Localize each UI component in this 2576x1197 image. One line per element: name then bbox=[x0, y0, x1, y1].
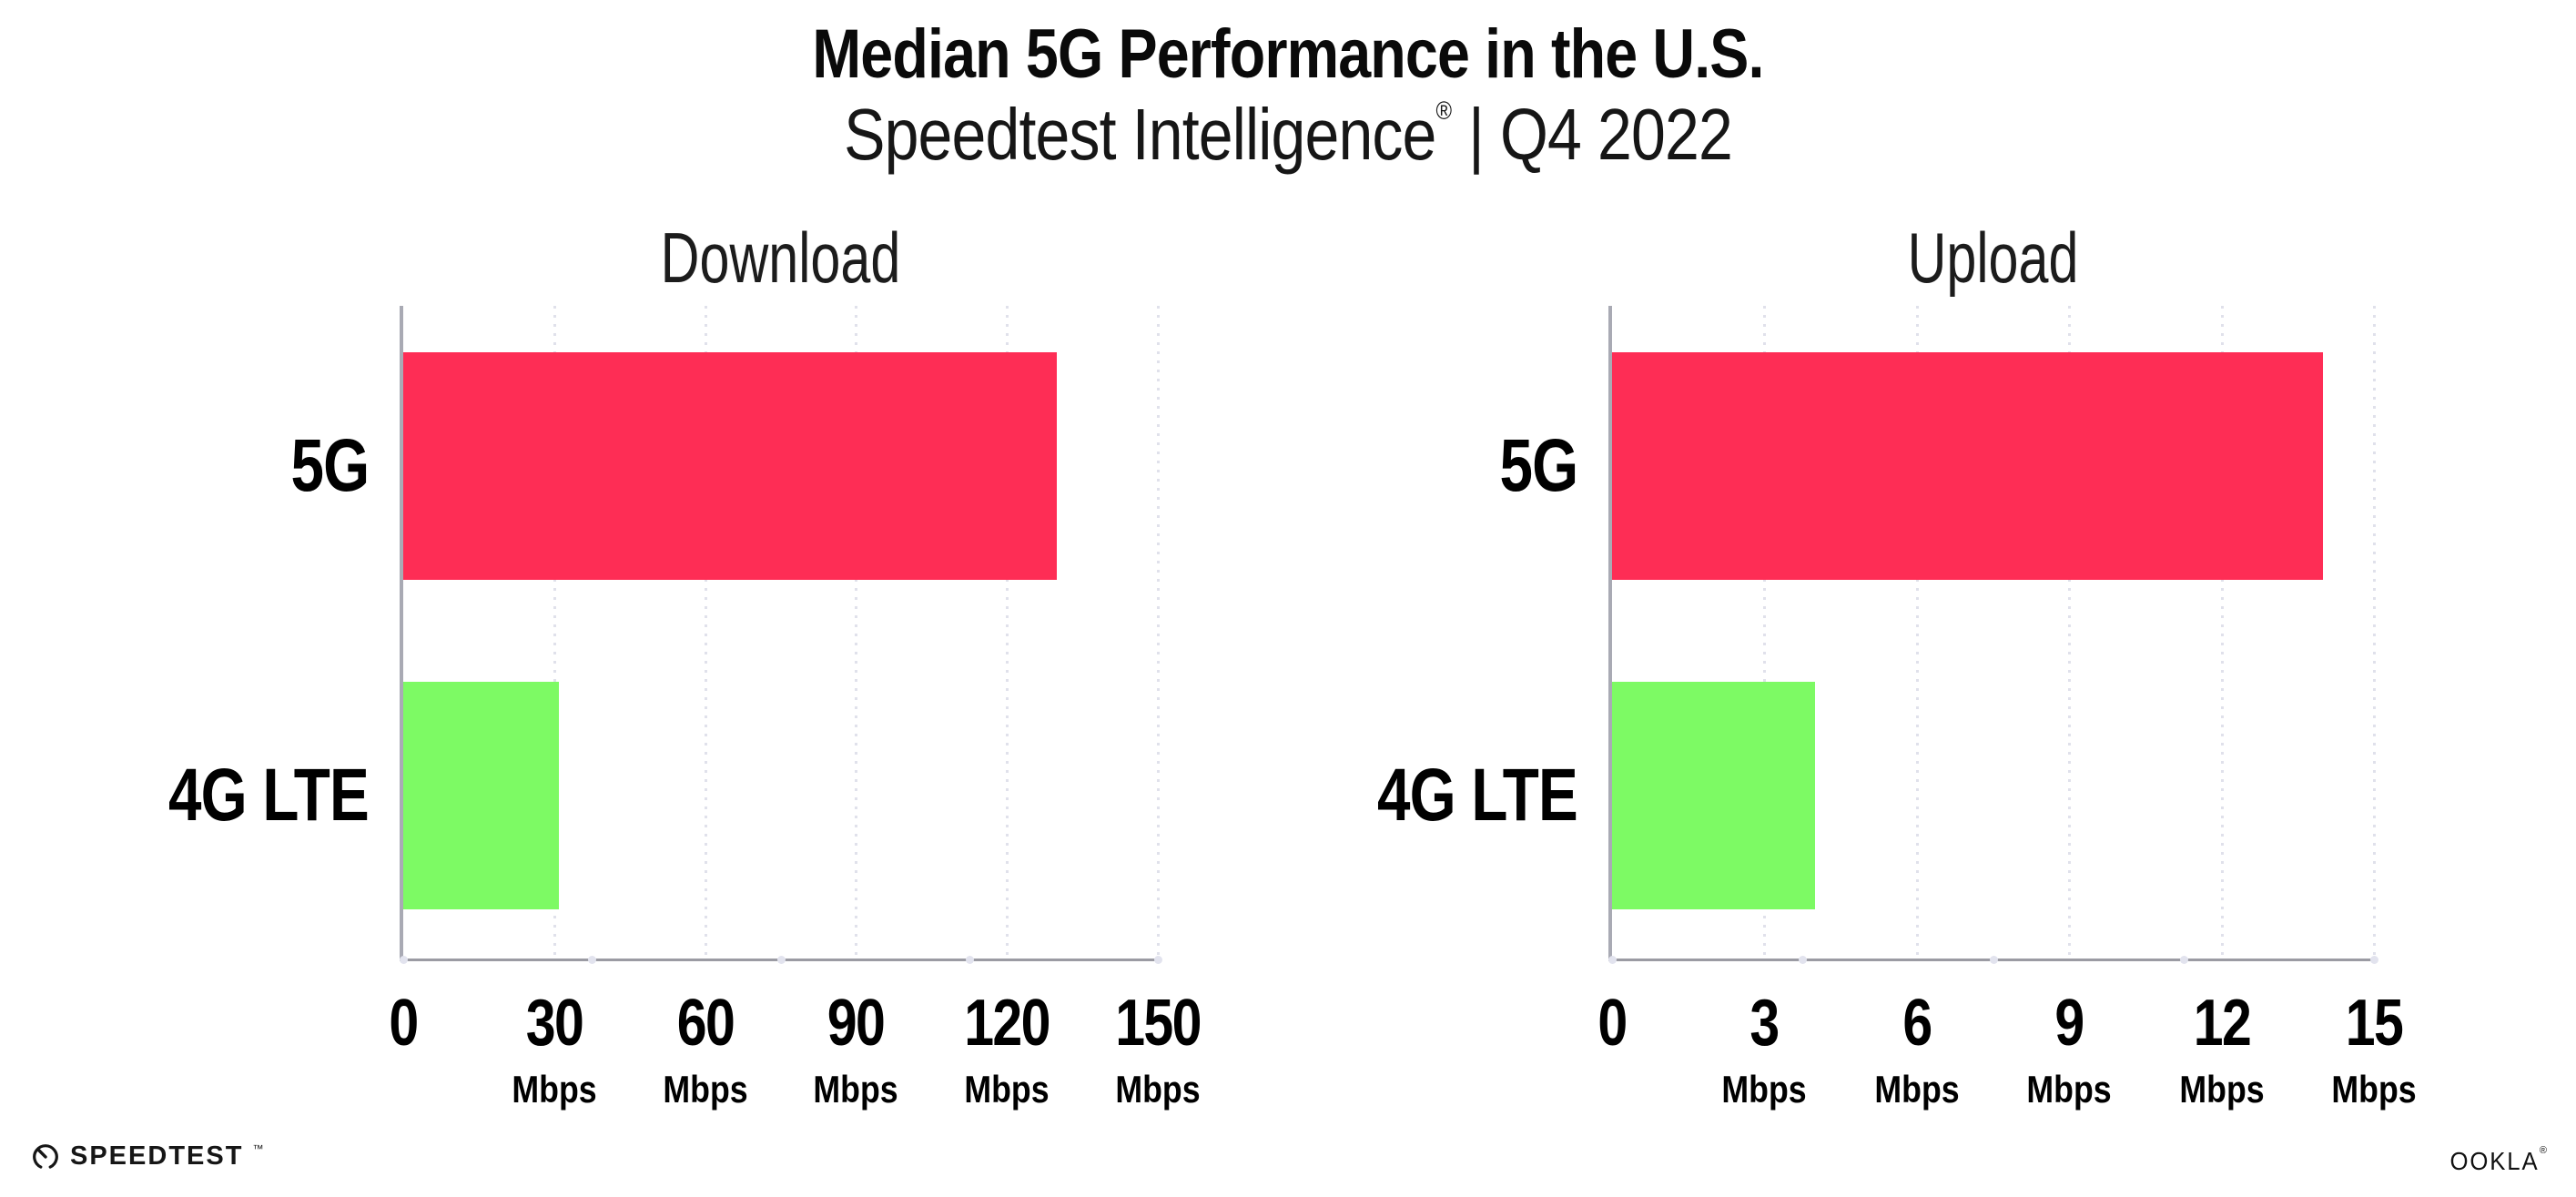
bar-4g-lte bbox=[1612, 682, 1816, 909]
page-title: Median 5G Performance in the U.S. bbox=[812, 15, 1764, 93]
axis-tick-dot bbox=[400, 956, 408, 964]
tick-number: 0 bbox=[1597, 987, 1628, 1060]
subtitle-brand: Speedtest Intelligence bbox=[844, 94, 1436, 175]
gridline bbox=[1157, 306, 1160, 959]
axis-tick-dot bbox=[588, 956, 597, 964]
tick-label: 150 Mbps bbox=[1106, 986, 1210, 1111]
tick-label: 90 Mbps bbox=[806, 986, 907, 1111]
tick-number: 60 bbox=[676, 987, 735, 1060]
gridline bbox=[1763, 306, 1767, 959]
axis-tick-dot bbox=[965, 956, 974, 964]
gridline bbox=[2373, 306, 2376, 959]
tick-label: 9 Mbps bbox=[2019, 986, 2119, 1111]
bar-5g bbox=[1612, 352, 2324, 580]
tick-unit: Mbps bbox=[813, 1068, 898, 1111]
axis-tick-dot bbox=[1989, 956, 1998, 964]
tick-number: 12 bbox=[2193, 987, 2251, 1060]
tick-label: 120 Mbps bbox=[955, 986, 1059, 1111]
subtitle-period: | Q4 2022 bbox=[1452, 94, 1733, 175]
tick-unit: Mbps bbox=[662, 1068, 748, 1111]
tick-label: 0 bbox=[1595, 986, 1629, 1060]
chart-title-download: Download bbox=[660, 218, 901, 298]
gridline bbox=[553, 306, 556, 959]
gridline bbox=[2220, 306, 2224, 959]
trademark-mark: ™ bbox=[252, 1142, 264, 1155]
tick-number: 6 bbox=[1902, 987, 1932, 1060]
tick-unit: Mbps bbox=[1874, 1068, 1960, 1111]
tick-label: 3 Mbps bbox=[1715, 986, 1815, 1111]
speedtest-logo-text: SPEEDTEST bbox=[70, 1141, 244, 1171]
tick-number: 15 bbox=[2345, 987, 2404, 1060]
tick-label: 60 Mbps bbox=[655, 986, 756, 1111]
tick-unit: Mbps bbox=[2178, 1068, 2265, 1111]
tick-label: 12 Mbps bbox=[2172, 986, 2272, 1111]
y-axis-line bbox=[1608, 306, 1612, 959]
tick-unit: Mbps bbox=[1115, 1068, 1201, 1111]
tick-number: 90 bbox=[827, 987, 886, 1060]
tick-number: 3 bbox=[1749, 987, 1780, 1060]
registered-mark: ® bbox=[2539, 1145, 2547, 1156]
ookla-logo-text: OOKLA bbox=[2449, 1147, 2540, 1175]
tick-number: 30 bbox=[525, 987, 584, 1060]
gridline bbox=[2068, 306, 2072, 959]
registered-mark: ® bbox=[1435, 96, 1453, 125]
category-label: 4G LTE bbox=[1377, 754, 1578, 837]
tick-number: 9 bbox=[2054, 987, 2085, 1060]
ookla-logo: OOKLA ® bbox=[2442, 1145, 2547, 1176]
axis-tick-dot bbox=[2179, 956, 2188, 964]
axis-tick-dot bbox=[1154, 956, 1162, 964]
axis-tick-dot bbox=[2370, 956, 2378, 964]
axis-tick-dot bbox=[1608, 956, 1617, 964]
plot-area-download: 5G 4G LTE 0 30 Mbps 60 Mbps 90 Mbps 120 Mbps 150 Mbp… bbox=[168, 306, 1202, 1111]
plot-area-upload: 5G 4G LTE 0 3 Mbps 6 Mbps 9 Mbps 12 Mbps 15 Mbps bbox=[1377, 306, 2417, 1111]
gridline bbox=[855, 306, 858, 959]
chart-title-upload: Upload bbox=[1907, 218, 2079, 298]
tick-unit: Mbps bbox=[1721, 1068, 1807, 1111]
speedtest-logo: SPEEDTEST ™ bbox=[30, 1141, 263, 1172]
gridline bbox=[1006, 306, 1009, 959]
tick-label: 6 Mbps bbox=[1867, 986, 1967, 1111]
tick-number: 120 bbox=[964, 987, 1050, 1060]
page-subtitle: Speedtest Intelligence® | Q4 2022 bbox=[193, 93, 2383, 177]
tick-label: 15 Mbps bbox=[2324, 986, 2424, 1111]
category-label: 5G bbox=[1499, 424, 1578, 507]
tick-unit: Mbps bbox=[2026, 1068, 2112, 1111]
tick-label: 30 Mbps bbox=[504, 986, 604, 1111]
tick-unit: Mbps bbox=[964, 1068, 1050, 1111]
speedtest-gauge-icon bbox=[30, 1141, 61, 1172]
category-label: 4G LTE bbox=[168, 754, 370, 837]
bar-4g-lte bbox=[403, 682, 560, 909]
category-label: 5G bbox=[290, 424, 370, 507]
gridline bbox=[704, 306, 707, 959]
tick-number: 150 bbox=[1115, 987, 1202, 1060]
gridline bbox=[1915, 306, 1919, 959]
tick-unit: Mbps bbox=[512, 1068, 597, 1111]
tick-unit: Mbps bbox=[2331, 1068, 2417, 1111]
y-axis-line bbox=[400, 306, 403, 959]
bar-5g bbox=[403, 352, 1058, 580]
tick-label: 0 bbox=[386, 986, 421, 1060]
axis-tick-dot bbox=[776, 956, 786, 964]
tick-number: 0 bbox=[389, 987, 419, 1060]
axis-tick-dot bbox=[1799, 956, 1808, 964]
